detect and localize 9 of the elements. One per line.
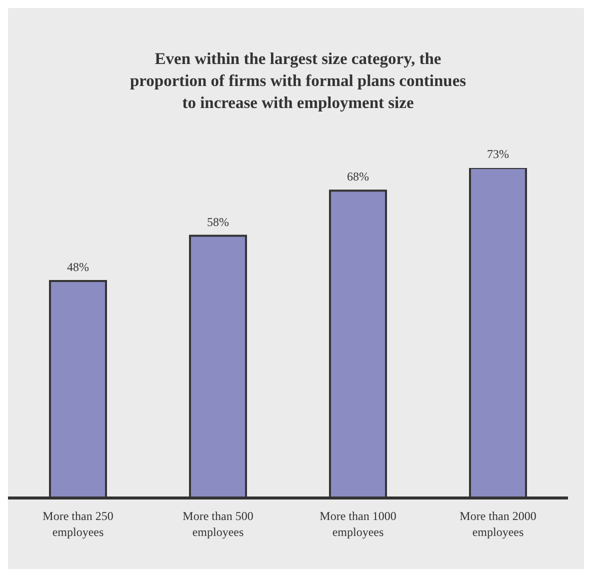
data-label: 68% [347,170,369,184]
x-tick-label: More than 1000 employees [320,509,396,539]
x-tick-label: More than 250 employees [42,509,114,539]
data-label: 58% [207,214,229,229]
data-label: 48% [67,260,89,274]
data-label: 73% [487,147,509,161]
x-tick-label: More than 2000 employees [460,509,536,539]
chart-title: Even within the largest size category, the proportion of firms with formal plans continues to increase with employment size [128,48,468,114]
x-tick-label: More than 500 employees [182,509,254,539]
